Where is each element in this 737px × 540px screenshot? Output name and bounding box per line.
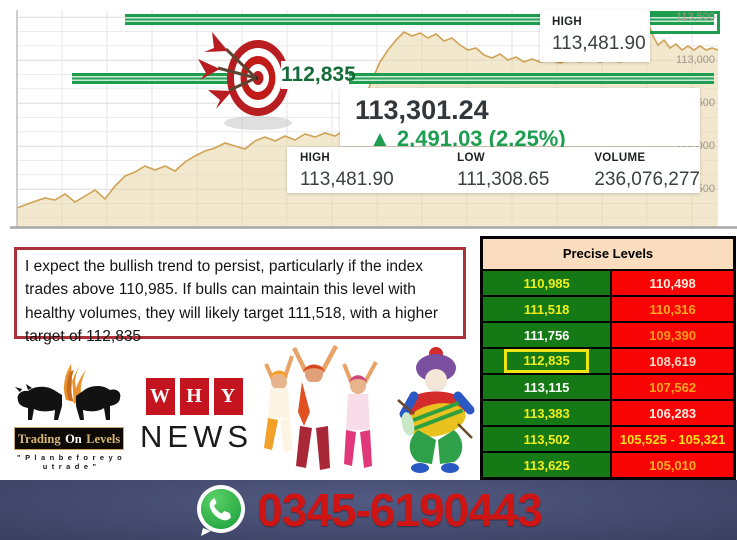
level-value: 113,625: [523, 457, 570, 473]
why-news-logo: W H Y NEWS: [140, 378, 248, 455]
stat-volume-label: VOLUME: [594, 152, 646, 164]
level-value: 111,518: [523, 301, 570, 317]
green-level-cell: 111,518: [480, 295, 613, 323]
level-value: 110,498: [649, 275, 696, 291]
bhangra-dancers-image: [264, 344, 378, 470]
table-row: 113,115 107,562: [480, 373, 736, 401]
level-value: 110,316: [649, 301, 696, 317]
logo-word: Trading: [17, 432, 61, 446]
target-level-label: 112,835: [281, 61, 356, 89]
green-level-cell-highlighted: 112,835: [480, 347, 613, 375]
red-level-cell: 106,283: [610, 399, 736, 427]
level-value: 113,115: [523, 379, 570, 395]
red-level-cell: 109,390: [610, 321, 736, 349]
stats-box: HIGH 113,481.90 LOW 111,308.65 VOLUME 23…: [287, 147, 700, 193]
level-value: 113,383: [523, 405, 570, 421]
level-value: 105,010: [649, 457, 697, 473]
table-row: 111,518 110,316: [480, 295, 736, 323]
green-level-cell: 111,756: [480, 321, 613, 349]
level-value: 111,756: [523, 327, 570, 343]
table-row: 111,756 109,390: [480, 321, 736, 349]
level-value: 110,985: [523, 275, 570, 291]
precise-levels-table: Precise Levels 110,985 110,498 111,518 1…: [480, 236, 736, 480]
quote-box: 113,301.24 ▲ 2,491.03 (2.25%) As of Dec …: [340, 88, 700, 170]
table-row: 110,985 110,498: [480, 269, 736, 297]
red-level-cell: 107,562: [610, 373, 736, 401]
red-level-cell: 110,316: [610, 295, 736, 323]
logo-tagline: " P l a n b e f o r e y o u t r a d e ": [17, 453, 123, 471]
last-price: 113,301.24: [355, 95, 489, 125]
logo-banner: Trading On Levels: [14, 427, 124, 450]
stat-low-value: 111,308.65: [457, 169, 550, 190]
level-bar-112835: [72, 73, 714, 84]
price-change: ▲ 2,491.03 (2.25%): [369, 126, 566, 152]
high-callout-value: 113,481.90: [552, 33, 646, 54]
change-value: 2,491.03 (2.25%): [396, 126, 566, 151]
level-value: 106,283: [649, 405, 697, 421]
logo-word: On: [65, 432, 82, 446]
red-level-cell: 105,010: [610, 451, 736, 480]
high-callout-box: HIGH 113,481.90: [540, 10, 650, 62]
dartboard-target-icon: [198, 32, 292, 130]
table-row: 113,625 105,010: [480, 451, 736, 480]
bull-bear-icon: [15, 364, 121, 420]
green-level-cell: 113,502: [480, 425, 613, 453]
why-letter-tile: W: [145, 378, 175, 415]
green-level-cell: 113,115: [480, 373, 613, 401]
chart-section: 113,500 113,000 112,500 112,000 111,500 …: [0, 0, 737, 232]
y-tick: 113,000: [676, 54, 715, 66]
red-level-cell: 105,525 - 105,321: [610, 425, 736, 453]
whatsapp-icon: [197, 485, 246, 536]
level-value: 107,562: [649, 379, 697, 395]
logo-word: Levels: [86, 432, 121, 446]
stat-high-label: HIGH: [300, 152, 330, 164]
dhol-player-image: [397, 347, 475, 473]
table-row: 113,383 106,283: [480, 399, 736, 427]
y-tick: 113,500: [676, 11, 715, 23]
stat-volume-value: 236,076,277: [594, 169, 700, 190]
level-bar-113500: [125, 14, 714, 25]
level-value: 105,525 - 105,321: [619, 431, 726, 447]
highlight-frame: 112,835: [504, 349, 589, 373]
stat-high-value: 113,481.90: [300, 169, 394, 190]
table-row: 113,502 105,525 - 105,321: [480, 425, 736, 453]
table-row-highlighted: 112,835 108,619: [480, 347, 736, 375]
news-wordmark: NEWS: [140, 419, 253, 454]
level-value: 108,619: [649, 353, 697, 369]
why-letter-tile: Y: [213, 378, 243, 415]
contact-bar: 0345-6190443: [0, 480, 737, 540]
stat-low-label: LOW: [457, 152, 485, 164]
up-arrow-icon: ▲: [369, 126, 391, 151]
green-level-cell: 113,625: [480, 451, 613, 480]
analyst-note: I expect the bullish trend to persist, p…: [14, 247, 466, 345]
analyst-note-text: I expect the bullish trend to persist, p…: [25, 258, 438, 345]
green-level-cell: 113,383: [480, 399, 613, 427]
level-value: 113,502: [523, 431, 570, 447]
precise-levels-title: Precise Levels: [480, 236, 736, 271]
level-value: 109,390: [649, 327, 697, 343]
level-value: 112,835: [523, 353, 570, 368]
why-letter-tile: H: [179, 378, 209, 415]
red-level-cell: 108,619: [610, 347, 736, 375]
trading-on-levels-logo: Trading On Levels " P l a n b e f o r e …: [14, 362, 126, 471]
red-level-cell: 110,498: [610, 269, 736, 297]
phone-number: 0345-6190443: [257, 484, 543, 536]
high-callout-label: HIGH: [552, 16, 582, 28]
green-level-cell: 110,985: [480, 269, 613, 297]
